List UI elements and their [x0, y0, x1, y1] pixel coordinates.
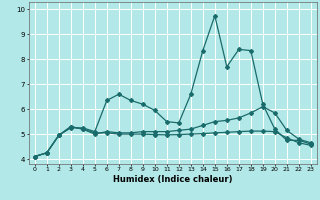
- X-axis label: Humidex (Indice chaleur): Humidex (Indice chaleur): [113, 175, 233, 184]
